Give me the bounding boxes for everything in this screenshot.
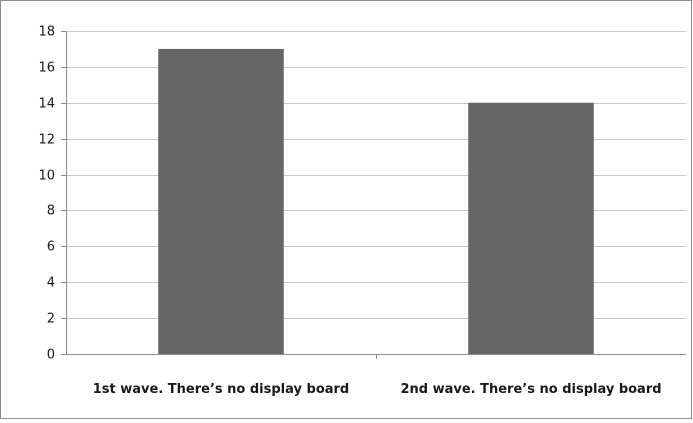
y-tick-label: 10 xyxy=(38,169,55,184)
y-tick-label: 12 xyxy=(38,133,55,148)
y-tick-label: 8 xyxy=(47,204,55,219)
x-category-labels: 1st wave. There’s no display board 2nd wa… xyxy=(93,382,662,397)
y-tick-label: 6 xyxy=(47,240,55,255)
bar xyxy=(468,102,594,355)
x-category-label: 1st wave. There’s no display board xyxy=(93,382,350,397)
y-tick-label: 14 xyxy=(38,97,55,112)
axes xyxy=(61,31,686,359)
y-tick-label: 4 xyxy=(47,276,55,291)
y-tick-label: 16 xyxy=(38,61,55,76)
bar xyxy=(158,48,284,354)
y-tick-label: 18 xyxy=(38,25,55,40)
x-category-label: 2nd wave. There’s no display board xyxy=(400,382,661,397)
bars xyxy=(158,48,594,355)
y-tick-label: 2 xyxy=(47,312,55,327)
y-tick-labels: 0 2 4 6 8 10 12 14 16 18 xyxy=(38,25,55,363)
y-tick-label: 0 xyxy=(47,348,55,363)
